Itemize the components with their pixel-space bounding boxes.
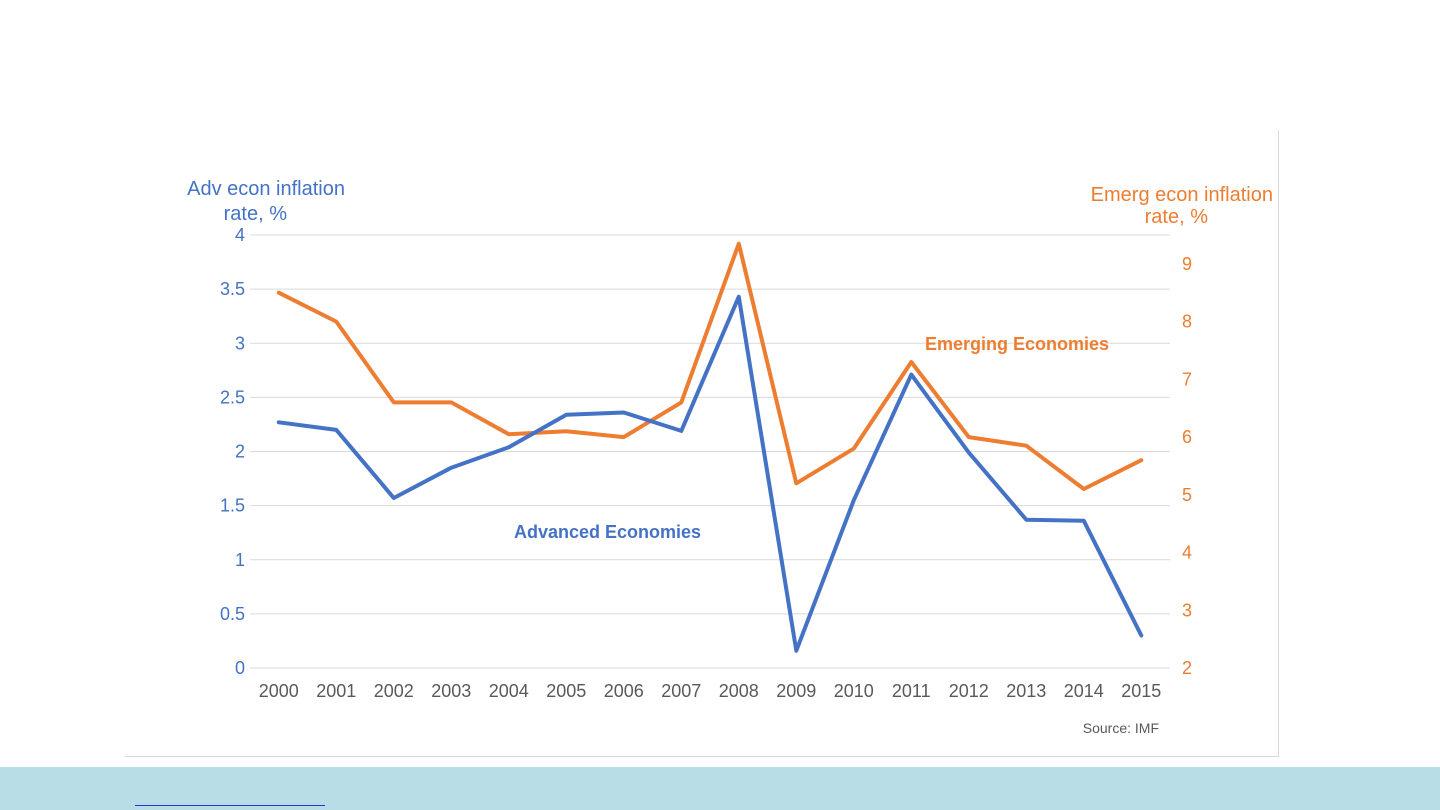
x-tick-label: 2007 [661, 681, 701, 701]
x-tick-label: 2015 [1121, 681, 1161, 701]
x-tick-label: 2014 [1064, 681, 1104, 701]
right-tick-label: 9 [1182, 254, 1192, 274]
chart-frame: 0 0.5 1 1.5 2 2.5 3 3.5 4 2 3 4 5 6 7 8 9 2000 2001 2002 200… [125, 130, 1279, 757]
footer-link[interactable] [135, 785, 325, 806]
left-axis-title-line-2: rate, % [224, 203, 288, 225]
right-tick-label: 8 [1182, 312, 1192, 332]
right-tick-label: 7 [1182, 369, 1192, 389]
left-axis-title-line-1: Adv econ inflation [187, 178, 345, 200]
right-tick-label: 6 [1182, 427, 1192, 447]
x-tick-label: 2004 [489, 681, 529, 701]
x-tick-label: 2006 [604, 681, 644, 701]
series-line-advanced [276, 294, 1144, 653]
x-tick-label: 2012 [949, 681, 989, 701]
x-tick-label: 2003 [431, 681, 471, 701]
series-line-emerging [276, 241, 1144, 491]
source-note: Source: IMF [1083, 720, 1159, 736]
right-tick-label: 3 [1182, 600, 1192, 620]
x-tick-label: 2002 [374, 681, 414, 701]
left-tick-label: 2 [235, 442, 245, 462]
left-tick-label: 3.5 [220, 279, 245, 299]
x-tick-label: 2001 [316, 681, 356, 701]
x-tick-label: 2005 [546, 681, 586, 701]
left-tick-label: 2.5 [220, 387, 245, 407]
x-tick-label: 2011 [892, 681, 931, 701]
left-tick-label: 0 [235, 658, 245, 678]
left-tick-label: 1 [235, 550, 245, 570]
footer-bar [0, 767, 1440, 810]
x-tick-label: 2010 [834, 681, 874, 701]
left-tick-label: 0.5 [220, 604, 245, 624]
right-tick-label: 4 [1182, 543, 1192, 563]
series-label-emerging: Emerging Economies [925, 334, 1109, 354]
x-tick-label: 2009 [776, 681, 816, 701]
x-tick-label: 2008 [719, 681, 759, 701]
x-tick-label: 2013 [1006, 681, 1046, 701]
series-label-advanced: Advanced Economies [514, 522, 701, 542]
left-tick-label: 1.5 [220, 496, 245, 516]
right-tick-label: 5 [1182, 485, 1192, 505]
right-axis-title-line-1: Emerg econ inflation [1091, 184, 1273, 206]
x-tick-label: 2000 [259, 681, 299, 701]
left-tick-label: 3 [235, 333, 245, 353]
inflation-chart: 0 0.5 1 1.5 2 2.5 3 3.5 4 2 3 4 5 6 7 8 9 2000 2001 2002 200… [187, 178, 1273, 736]
right-axis-title-line-2: rate, % [1145, 206, 1209, 228]
left-tick-label: 4 [235, 225, 245, 245]
right-tick-label: 2 [1182, 658, 1192, 678]
